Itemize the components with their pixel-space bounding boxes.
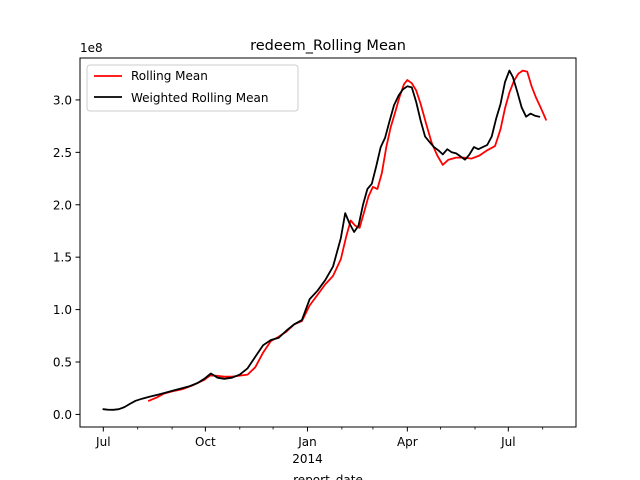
series-line-weighted-rolling-mean xyxy=(102,69,541,411)
y-tick-label: 0.0 xyxy=(53,408,72,422)
x-axis-label: report_date xyxy=(293,473,363,480)
x-tick-label: Jul xyxy=(95,435,110,449)
x-tick-label: Apr xyxy=(397,435,418,449)
x-axis: Jul Oct Jan 2014 Apr Jul xyxy=(95,427,544,466)
y-tick-label: 2.5 xyxy=(53,146,72,160)
y-offset-label: 1e8 xyxy=(80,41,103,55)
y-axis: 0.0 0.5 1.0 1.5 2.0 2.5 3.0 xyxy=(53,93,80,422)
y-tick-label: 3.0 xyxy=(53,93,72,107)
x-tick-label: Jan xyxy=(297,435,317,449)
legend-label-weighted-rolling-mean: Weighted Rolling Mean xyxy=(131,91,269,105)
y-tick-label: 2.0 xyxy=(53,198,72,212)
x-tick-label: Oct xyxy=(195,435,216,449)
y-tick-label: 1.5 xyxy=(53,251,72,265)
y-tick-label: 0.5 xyxy=(53,356,72,370)
chart-title: redeem_Rolling Mean xyxy=(250,38,406,54)
axes-frame xyxy=(79,57,577,428)
plot-lines xyxy=(102,69,547,411)
x-tick-sublabel: 2014 xyxy=(292,452,323,466)
legend-box xyxy=(86,64,299,112)
x-tick-label: Jul xyxy=(500,435,515,449)
legend-label-rolling-mean: Rolling Mean xyxy=(131,69,208,83)
y-tick-label: 1.0 xyxy=(53,303,72,317)
legend: Rolling Mean Weighted Rolling Mean xyxy=(86,64,299,112)
